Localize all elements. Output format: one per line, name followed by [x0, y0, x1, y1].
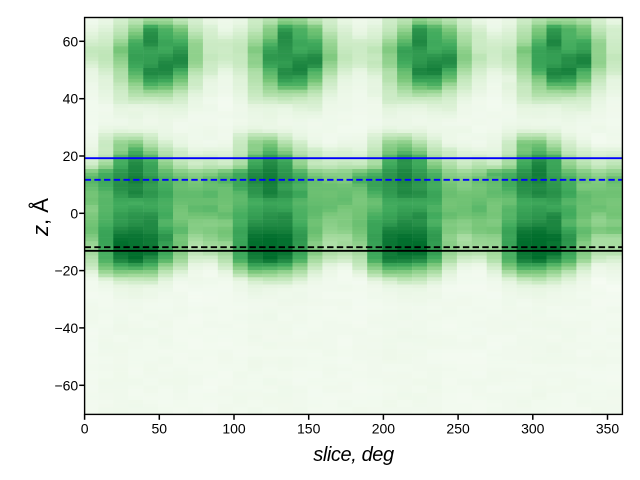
svg-text:slice, deg: slice, deg: [313, 444, 394, 466]
svg-text:100: 100: [222, 420, 246, 436]
svg-text:−60: −60: [54, 377, 78, 393]
svg-text:20: 20: [63, 148, 79, 164]
svg-text:0: 0: [70, 205, 78, 221]
svg-text:350: 350: [596, 420, 620, 436]
svg-text:z, Å: z, Å: [28, 198, 53, 237]
svg-text:250: 250: [446, 420, 470, 436]
svg-text:50: 50: [152, 420, 168, 436]
svg-text:200: 200: [372, 420, 396, 436]
svg-text:300: 300: [521, 420, 545, 436]
svg-text:−40: −40: [54, 320, 78, 336]
svg-text:40: 40: [63, 91, 79, 107]
svg-text:0: 0: [81, 420, 89, 436]
svg-text:−20: −20: [54, 263, 78, 279]
svg-text:150: 150: [297, 420, 321, 436]
svg-text:60: 60: [63, 33, 79, 49]
